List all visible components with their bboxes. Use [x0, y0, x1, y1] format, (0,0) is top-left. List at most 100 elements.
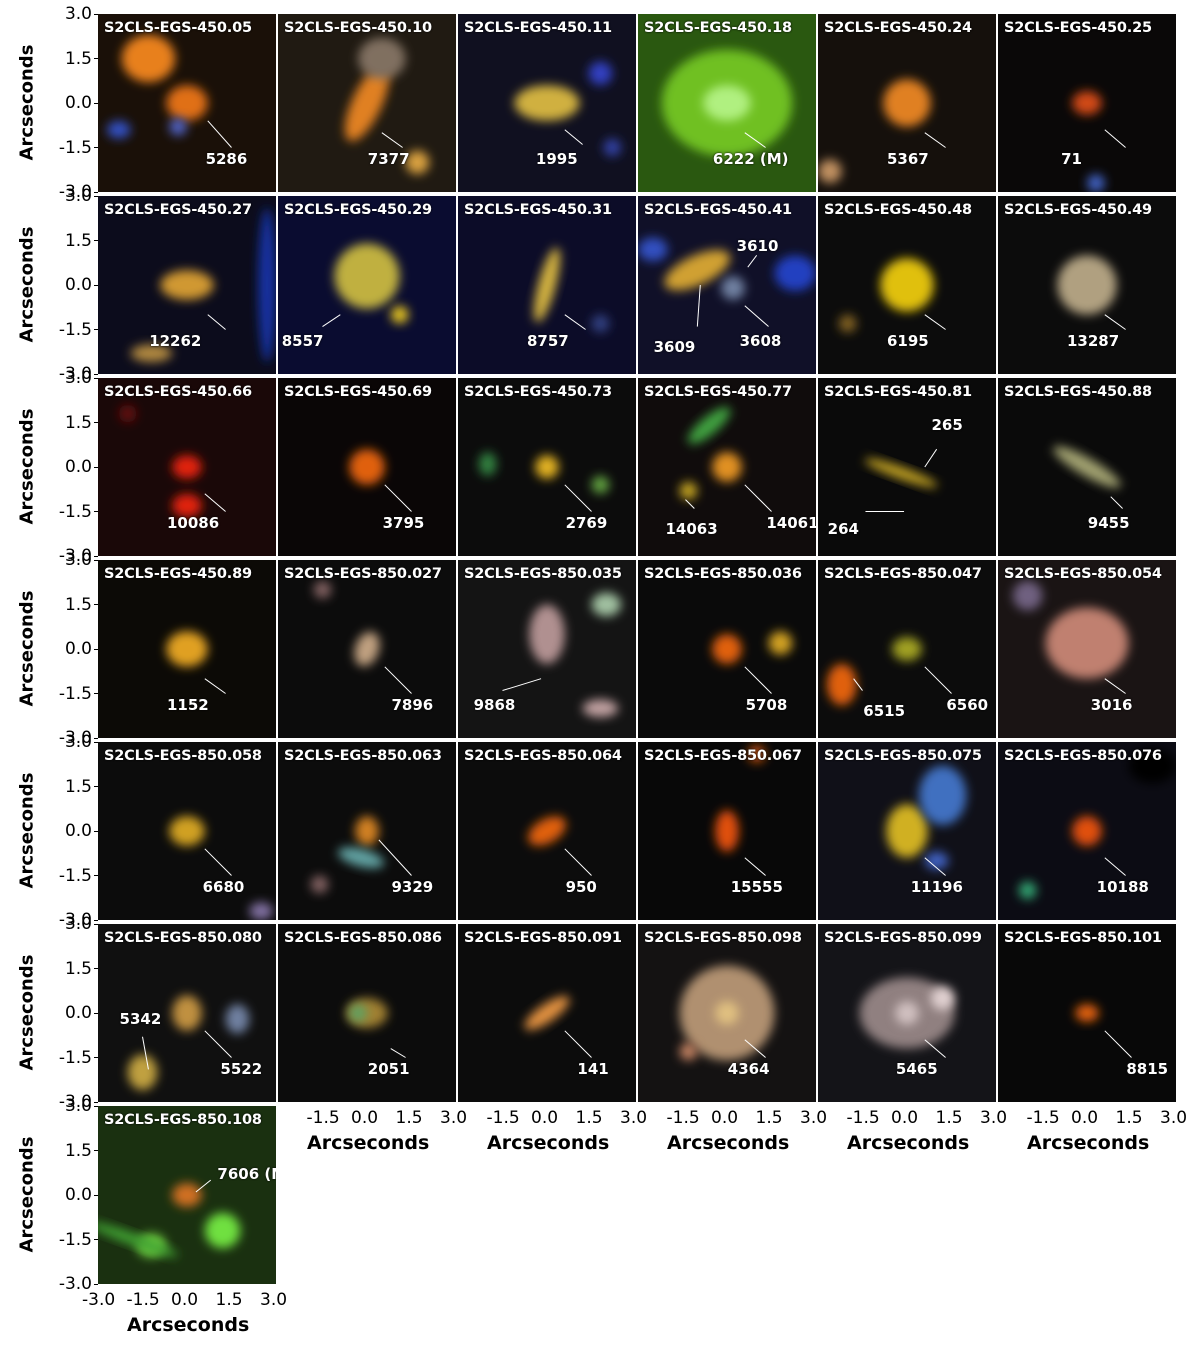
x-tick-label: -1.5 — [1026, 1108, 1060, 1128]
galaxy-blob — [121, 34, 176, 83]
source-name: S2CLS-EGS-850.108 — [104, 1112, 262, 1128]
cutout-panel: S2CLS-EGS-450.31 8757 — [458, 196, 636, 374]
counterpart-id: 5522 — [220, 1060, 263, 1079]
cutout-panel: S2CLS-EGS-450.77 14063 14061 — [638, 378, 816, 556]
counterpart-id: 6515 — [863, 702, 906, 721]
y-axis-label: Arcseconds — [16, 44, 38, 161]
y-tick-mark — [94, 555, 98, 557]
y-tick-label: -1.5 — [58, 865, 92, 886]
cutout-panel: S2CLS-EGS-850.054 3016 — [998, 560, 1176, 738]
y-tick-label: 0.0 — [64, 1185, 92, 1205]
galaxy-blob — [535, 455, 559, 479]
pointer-line — [564, 848, 592, 876]
source-name: S2CLS-EGS-850.076 — [1004, 748, 1162, 764]
galaxy-blob — [664, 249, 731, 291]
galaxy-blob — [679, 481, 698, 500]
galaxy-blob — [334, 243, 400, 309]
pointer-line — [502, 678, 542, 692]
cutout-panel: S2CLS-EGS-850.086 2051 — [278, 924, 456, 1102]
y-tick-mark — [94, 1239, 98, 1240]
galaxy-blob — [883, 79, 931, 127]
source-name: S2CLS-EGS-450.27 — [104, 202, 252, 218]
x-tick-label: 1.5 — [215, 1290, 243, 1310]
source-name: S2CLS-EGS-450.77 — [644, 384, 792, 400]
galaxy-blob — [712, 452, 742, 482]
galaxy-blob — [1045, 607, 1129, 679]
y-axis-label: Arcseconds — [16, 408, 38, 525]
pointer-line — [696, 284, 701, 327]
counterpart-id: 2769 — [565, 514, 608, 533]
y-tick-mark — [94, 968, 98, 969]
y-tick-mark — [94, 13, 98, 15]
y-tick-mark — [94, 919, 98, 921]
y-tick-label: 3.0 — [64, 368, 92, 388]
cutout-panel: S2CLS-EGS-850.098 4364 — [638, 924, 816, 1102]
x-tick-label: -1.5 — [126, 1290, 160, 1310]
cutout-image — [98, 1106, 276, 1284]
y-tick-mark — [94, 240, 98, 241]
galaxy-blob — [358, 37, 406, 80]
pointer-line — [378, 839, 412, 876]
cutout-image — [278, 742, 456, 920]
pointer-line — [924, 448, 938, 468]
cutout-panel: S2CLS-EGS-450.48 6195 — [818, 196, 996, 374]
pointer-line — [1104, 129, 1126, 148]
cutout-image — [638, 560, 816, 738]
x-tick-label: 3.0 — [440, 1108, 468, 1128]
y-tick-mark — [94, 741, 98, 743]
x-tick-label: 1.5 — [395, 1108, 423, 1128]
source-name: S2CLS-EGS-850.080 — [104, 930, 262, 946]
galaxy-blob — [355, 816, 379, 846]
counterpart-id: 141 — [577, 1060, 609, 1079]
cutout-image — [98, 196, 276, 374]
pointer-line — [744, 857, 766, 876]
y-tick-mark — [94, 377, 98, 379]
galaxy-blob — [166, 631, 208, 667]
galaxy-blob — [1072, 816, 1102, 846]
y-tick-label: -1.5 — [58, 319, 92, 340]
y-tick-label: -3.0 — [58, 910, 92, 930]
counterpart-id: 6222 (M) — [712, 150, 789, 169]
y-tick-mark — [94, 284, 98, 286]
galaxy-blob — [715, 810, 739, 852]
counterpart-id: 4364 — [727, 1060, 770, 1079]
galaxy-blob — [918, 765, 967, 826]
counterpart-id: 5342 — [119, 1009, 162, 1028]
cutout-panel: S2CLS-EGS-850.075 11196 — [818, 742, 996, 920]
pointer-line — [924, 857, 946, 876]
counterpart-id: 5286 — [205, 150, 248, 169]
cutout-image — [278, 560, 456, 738]
cutout-image — [458, 742, 636, 920]
galaxy-blob — [528, 816, 566, 846]
cutout-panel: S2CLS-EGS-850.099 5465 — [818, 924, 996, 1102]
y-tick-label: -3.0 — [58, 1092, 92, 1112]
source-name: S2CLS-EGS-850.035 — [464, 566, 622, 582]
galaxy-blob — [118, 404, 137, 423]
pointer-line — [207, 120, 232, 148]
pointer-line — [744, 666, 772, 694]
cutout-panel: S2CLS-EGS-450.49 13287 — [998, 196, 1176, 374]
counterpart-id: 10086 — [167, 514, 220, 533]
galaxy-blob — [390, 305, 409, 324]
y-tick-mark — [94, 1194, 98, 1196]
cutout-image — [458, 560, 636, 738]
source-name: S2CLS-EGS-850.064 — [464, 748, 622, 764]
cutout-image — [638, 742, 816, 920]
cutout-image — [818, 560, 996, 738]
cutout-panel: S2CLS-EGS-450.27 12262 — [98, 196, 276, 374]
cutout-panel: S2CLS-EGS-850.063 9329 — [278, 742, 456, 920]
x-axis-label: Arcseconds — [127, 1314, 250, 1336]
x-tick-label: 3.0 — [980, 1108, 1008, 1128]
galaxy-blob — [98, 1222, 179, 1257]
galaxy-blob — [747, 744, 766, 763]
galaxy-blob — [591, 592, 622, 617]
y-tick-mark — [94, 102, 98, 104]
cutout-panel: S2CLS-EGS-850.064 950 — [458, 742, 636, 920]
y-tick-label: -1.5 — [58, 1229, 92, 1250]
y-tick-mark — [94, 329, 98, 330]
cutout-panel: S2CLS-EGS-450.05 5286 — [98, 14, 276, 192]
source-name: S2CLS-EGS-450.41 — [644, 202, 792, 218]
galaxy-blob — [721, 276, 745, 300]
counterpart-id: 5367 — [887, 150, 929, 169]
counterpart-id: 6195 — [887, 332, 929, 351]
